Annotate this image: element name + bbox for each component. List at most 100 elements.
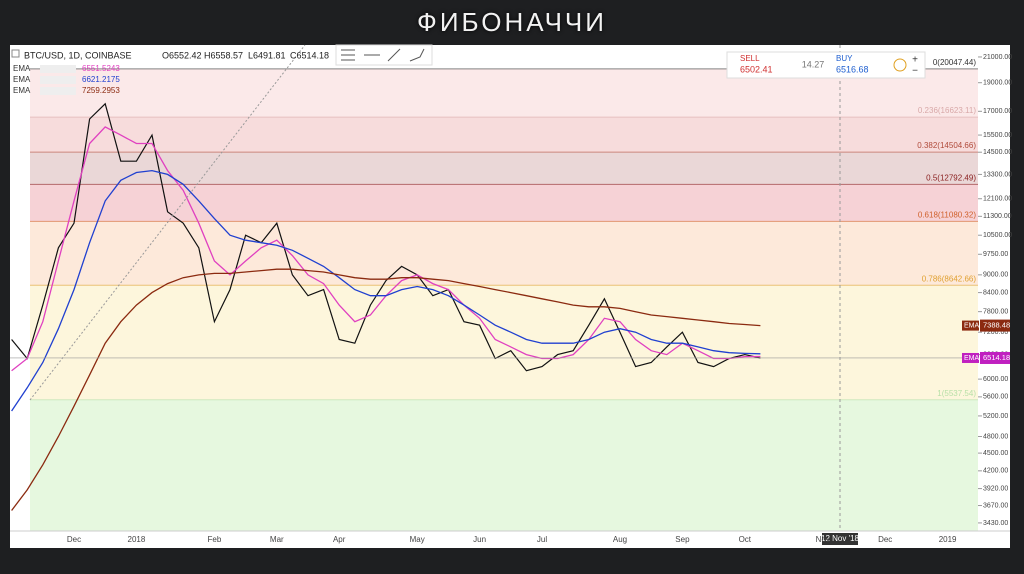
fib-zone bbox=[30, 399, 978, 531]
x-tick-label: Jun bbox=[473, 535, 486, 544]
plot: 0(20047.44) 0.236(16623.11) 0.382(14504.66… bbox=[11, 58, 978, 531]
y-tick-label: 4500.00 bbox=[983, 450, 1008, 457]
price-tag-value: 6514.18 bbox=[983, 353, 1010, 362]
x-tick-label: Mar bbox=[270, 535, 284, 544]
spread: 14.27 bbox=[802, 59, 825, 69]
y-tick-label: 13300.00 bbox=[983, 171, 1012, 178]
x-tick-label: Sep bbox=[675, 535, 690, 544]
fib-level-label: 0.5(12792.49) bbox=[926, 174, 976, 183]
ohlc-open: O6552.42 bbox=[162, 50, 202, 60]
x-tick-label: Dec bbox=[878, 535, 892, 544]
trade-panel: SELL 6502.41 14.27 BUY 6516.68 + − bbox=[726, 51, 926, 79]
minus-button[interactable]: − bbox=[912, 66, 918, 77]
legend-name: EMA bbox=[13, 86, 31, 95]
ohlc-low: L6491.81 bbox=[248, 50, 286, 60]
y-tick-label: 7200.00 bbox=[983, 329, 1008, 336]
y-tick-label: 5200.00 bbox=[983, 413, 1008, 420]
tool-icon[interactable] bbox=[409, 48, 425, 62]
fib-level-label: 0.236(16623.11) bbox=[918, 106, 976, 115]
x-tick-label: Dec bbox=[67, 535, 81, 544]
price-line bbox=[11, 102, 761, 372]
slide-title: ФИБОНАЧЧИ bbox=[417, 7, 607, 37]
legend-controls bbox=[40, 76, 76, 84]
y-tick-label: 3670.00 bbox=[983, 502, 1008, 509]
x-tick-label: Feb bbox=[208, 535, 222, 544]
fib-zone bbox=[30, 184, 978, 222]
y-tick-label: 9750.00 bbox=[983, 251, 1008, 258]
price-axis bbox=[978, 45, 1010, 548]
legend-controls bbox=[40, 65, 76, 73]
x-tick-label: Apr bbox=[333, 535, 346, 544]
plus-button[interactable]: + bbox=[912, 55, 918, 66]
y-tick-label: 4200.00 bbox=[983, 468, 1008, 475]
fib-zone bbox=[30, 117, 978, 153]
y-tick-label: 5600.00 bbox=[983, 394, 1008, 401]
fib-level-label: 0.382(14504.66) bbox=[917, 141, 976, 150]
price-tag-value: 7388.48 bbox=[983, 321, 1010, 330]
y-tick-label: 7800.00 bbox=[983, 308, 1008, 315]
fib-zone bbox=[30, 152, 978, 185]
y-tick-label: 19000.00 bbox=[983, 80, 1012, 87]
sell-label[interactable]: SELL bbox=[740, 54, 760, 63]
ema-tag-box bbox=[962, 352, 979, 363]
ema-line bbox=[11, 268, 761, 511]
tool-icon[interactable] bbox=[387, 48, 401, 62]
ohlc-high: H6558.57 bbox=[204, 50, 243, 60]
y-tick-label: 3920.00 bbox=[983, 485, 1008, 492]
legend-controls bbox=[40, 87, 76, 95]
legend-value: 7259.2953 bbox=[82, 86, 120, 95]
toolbar bbox=[335, 44, 433, 66]
ema-tag-box bbox=[962, 320, 979, 331]
y-tick-label: 11300.00 bbox=[983, 213, 1012, 220]
x-tick-label: May bbox=[410, 535, 425, 544]
y-tick-label: 15500.00 bbox=[983, 132, 1012, 139]
cursor-label: 12 Nov '18 bbox=[821, 534, 860, 543]
y-tick-label: 3430.00 bbox=[983, 520, 1008, 527]
sell-price[interactable]: 6502.41 bbox=[740, 64, 773, 74]
symbol: BTC/USD, 1D, COINBASE bbox=[24, 50, 132, 60]
legend-name: EMA bbox=[13, 64, 31, 73]
x-tick-label: 2018 bbox=[128, 535, 146, 544]
price-tag-box bbox=[980, 351, 1010, 364]
ohlc-close: C6514.18 bbox=[290, 50, 329, 60]
fib-level-label: 0.618(11080.32) bbox=[918, 210, 976, 219]
collapse-icon[interactable] bbox=[11, 49, 20, 58]
x-tick-label: Nov bbox=[816, 535, 830, 544]
x-tick-label: Oct bbox=[739, 535, 752, 544]
fib-level-label: 0(20047.44) bbox=[933, 58, 976, 67]
ema-line bbox=[11, 169, 761, 412]
ema-tag: EMA bbox=[964, 322, 980, 329]
price-tag-box bbox=[980, 319, 1010, 332]
legend-name: EMA bbox=[13, 75, 31, 84]
x-tick-label: Aug bbox=[613, 535, 627, 544]
info-icon[interactable] bbox=[893, 58, 907, 72]
header: BTC/USD, 1D, COINBASE O6552.42 H6558.57 … bbox=[11, 49, 329, 60]
fib-zone bbox=[30, 221, 978, 286]
x-tick-label: Jul bbox=[537, 535, 547, 544]
x-tick-label: 2019 bbox=[939, 535, 957, 544]
y-tick-label: 8400.00 bbox=[983, 289, 1008, 296]
fib-zone bbox=[30, 285, 978, 400]
ema-tag: EMA bbox=[964, 355, 980, 362]
y-tick-label: 14500.00 bbox=[983, 149, 1012, 156]
tool-icon[interactable] bbox=[341, 49, 355, 61]
y-tick-label: 4800.00 bbox=[983, 433, 1008, 440]
y-tick-label: 9000.00 bbox=[983, 272, 1008, 279]
y-tick-label: 6000.00 bbox=[983, 376, 1008, 383]
legend-value: 6621.2175 bbox=[82, 75, 120, 84]
fib-level-label: 1(5537.54) bbox=[937, 389, 976, 398]
trade-box bbox=[726, 51, 926, 79]
buy-label[interactable]: BUY bbox=[836, 54, 853, 63]
y-tick-label: 17000.00 bbox=[983, 108, 1012, 115]
y-tick-label: 12100.00 bbox=[983, 196, 1012, 203]
cursor-tag bbox=[822, 533, 858, 545]
buy-price[interactable]: 6516.68 bbox=[836, 64, 869, 74]
legend-value: 6551.5243 bbox=[82, 64, 120, 73]
fib-level-label: 0.786(8642.66) bbox=[922, 274, 977, 283]
y-tick-label: 21000.00 bbox=[983, 54, 1012, 61]
drawing-toolbar bbox=[335, 44, 433, 66]
trend-line bbox=[29, 44, 306, 401]
y-tick-label: 10500.00 bbox=[983, 232, 1012, 239]
